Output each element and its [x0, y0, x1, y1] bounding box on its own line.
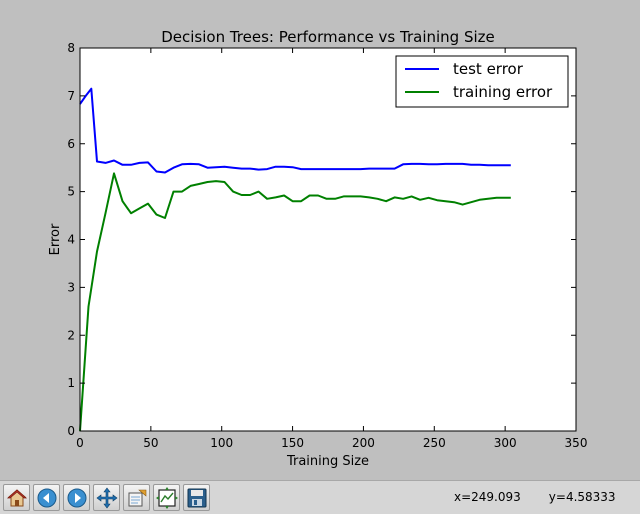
x-tick-label: 0 — [76, 436, 84, 450]
y-tick-label: 6 — [67, 137, 75, 151]
y-tick-label: 7 — [67, 89, 75, 103]
series-line-test-error — [79, 87, 511, 174]
x-tick-label: 200 — [352, 436, 375, 450]
legend-box — [395, 55, 569, 108]
legend-label: test error — [453, 60, 524, 78]
series-line-training-error — [79, 172, 511, 432]
plot-area[interactable] — [80, 48, 576, 431]
legend: test error training error — [395, 55, 569, 108]
y-coordinate-readout: y=4.58333 — [548, 490, 616, 504]
forward-button[interactable] — [63, 484, 90, 511]
y-axis-label: Error — [48, 223, 63, 255]
y-tick-label: 5 — [67, 185, 75, 199]
forward-arrow-icon — [67, 488, 86, 507]
y-tick-label: 8 — [67, 41, 75, 55]
zoom-button[interactable] — [123, 484, 150, 511]
y-tick-label: 4 — [67, 233, 75, 247]
x-tick-label: 150 — [281, 436, 304, 450]
home-button[interactable] — [3, 484, 30, 511]
line-chart: Decision Trees: Performance vs Training … — [48, 28, 587, 469]
figure-canvas[interactable]: Decision Trees: Performance vs Training … — [0, 0, 640, 480]
x-tick-label: 300 — [494, 436, 517, 450]
x-tick-label: 250 — [423, 436, 446, 450]
y-tick-label: 3 — [67, 280, 75, 294]
x-coordinate-readout: x=249.093 — [454, 490, 521, 504]
y-tick-label: 1 — [67, 376, 75, 390]
x-tick-label: 50 — [143, 436, 158, 450]
chart-title: Decision Trees: Performance vs Training … — [161, 28, 495, 46]
back-arrow-icon — [37, 488, 56, 507]
back-button[interactable] — [33, 484, 60, 511]
save-disk-icon — [187, 488, 206, 507]
pan-button[interactable] — [93, 484, 120, 511]
navigation-toolbar: x=249.093 y=4.58333 — [0, 480, 640, 514]
zoom-rect-icon — [128, 489, 146, 506]
x-axis-label: Training Size — [286, 454, 369, 469]
home-icon — [6, 488, 27, 506]
subplots-button[interactable] — [153, 484, 180, 511]
pan-move-icon — [96, 487, 117, 508]
ticks-layer: 0 50 100 150 200 250 300 350 0 1 2 3 4 5 6 7 8 — [67, 41, 587, 450]
x-tick-label: 100 — [210, 436, 233, 450]
save-button[interactable] — [183, 484, 210, 511]
series-layer — [79, 87, 511, 432]
x-tick-label: 350 — [565, 436, 588, 450]
cursor-coordinates: x=249.093 y=4.58333 — [454, 490, 640, 504]
subplots-config-icon — [155, 486, 178, 509]
y-tick-label: 0 — [67, 424, 75, 438]
y-tick-label: 2 — [67, 328, 75, 342]
legend-label: training error — [453, 83, 553, 101]
